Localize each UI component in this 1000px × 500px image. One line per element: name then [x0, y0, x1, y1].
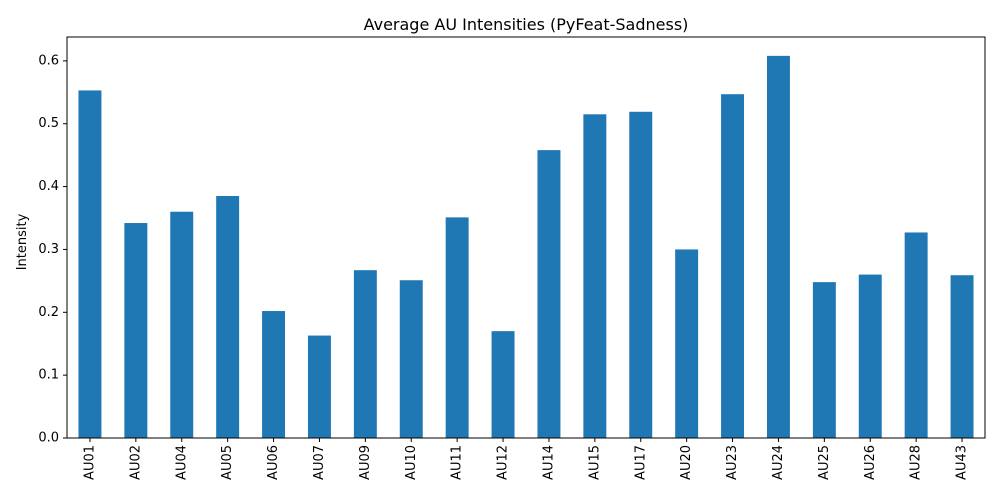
bar-au24	[766, 55, 790, 439]
chart-title: Average AU Intensities (PyFeat-Sadness)	[364, 15, 689, 34]
x-tick-label: AU12	[496, 445, 511, 480]
bar-au12	[491, 331, 515, 438]
bars-group	[78, 55, 974, 439]
bar-au26	[858, 274, 882, 438]
x-tick-label: AU02	[128, 445, 143, 480]
y-axis: 0.0 0.1 0.2 0.3 0.4 0.5 0.6	[38, 53, 67, 446]
bar-au17	[629, 111, 653, 438]
bar-au01	[78, 90, 102, 439]
bar-au28	[904, 232, 928, 438]
y-tick-label: 0.6	[38, 53, 59, 68]
bar-au25	[812, 282, 836, 438]
x-tick-label: AU28	[909, 445, 924, 480]
bar-au04	[170, 211, 194, 438]
y-tick-label: 0.3	[38, 242, 59, 257]
x-tick-label: AU05	[220, 445, 235, 480]
bar-au05	[216, 196, 240, 438]
x-axis: AU01 AU02 AU04 AU05 AU06 AU07 AU09 AU10 AU11 AU12…	[82, 438, 970, 480]
x-tick-label: AU26	[863, 445, 878, 480]
x-tick-label: AU01	[82, 445, 97, 480]
x-tick-label: AU07	[312, 445, 327, 480]
bar-au02	[124, 223, 148, 438]
bar-au15	[583, 114, 607, 438]
y-tick-label: 0.4	[38, 179, 59, 194]
x-tick-label: AU17	[633, 445, 648, 480]
x-tick-label: AU24	[771, 445, 786, 480]
bar-au11	[445, 217, 469, 438]
x-tick-label: AU20	[679, 445, 694, 480]
y-tick-label: 0.1	[38, 368, 59, 383]
x-tick-label: AU25	[817, 445, 832, 480]
bar-au23	[721, 94, 745, 438]
x-tick-label: AU06	[266, 445, 281, 480]
y-tick-label: 0.5	[38, 116, 59, 131]
bar-au20	[675, 249, 699, 438]
x-tick-label: AU09	[358, 445, 373, 480]
y-tick-label: 0.0	[38, 431, 59, 446]
x-tick-label: AU14	[541, 445, 556, 480]
x-tick-label: AU04	[174, 445, 189, 480]
x-tick-label: AU15	[587, 445, 602, 480]
bar-au07	[307, 335, 331, 438]
y-axis-label: Intensity	[15, 213, 30, 270]
x-tick-label: AU11	[450, 445, 465, 480]
x-tick-label: AU23	[725, 445, 740, 480]
bar-au06	[262, 311, 286, 438]
bar-au10	[399, 280, 423, 438]
bar-au14	[537, 150, 561, 438]
plot-frame	[66, 36, 986, 439]
bar-au43	[950, 275, 974, 438]
x-tick-label: AU10	[404, 445, 419, 480]
y-tick-label: 0.2	[38, 305, 59, 320]
bar-au09	[353, 270, 377, 438]
x-tick-label: AU43	[955, 445, 970, 480]
